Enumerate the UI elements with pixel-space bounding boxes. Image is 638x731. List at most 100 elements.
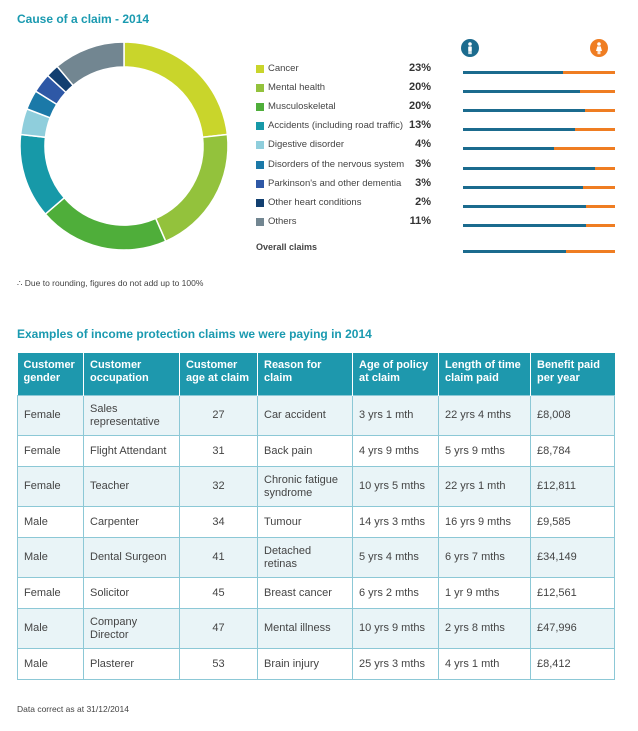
table-cell: Solicitor <box>83 577 180 609</box>
table-cell: Tumour <box>257 506 353 538</box>
female-share-bar-2 <box>584 109 615 113</box>
legend-label: Parkinson's and other dementia <box>268 177 402 189</box>
table-cell: 1 yr 9 mths <box>438 577 531 609</box>
male-share-bar-1 <box>463 90 581 94</box>
table-cell: 6 yrs 7 mths <box>438 537 531 578</box>
male-share-bar-0 <box>463 71 564 74</box>
overall-claims-label: Overall claims <box>256 241 318 252</box>
table-cell: Male <box>17 506 84 538</box>
chart-title: Cause of a claim - 2014 <box>17 12 150 26</box>
table-row: Female Sales representative 27 Car accident… <box>17 395 615 436</box>
gender-split-bar-8 <box>463 223 615 227</box>
female-share-bar-5 <box>595 166 615 170</box>
table-cell: 31 <box>179 435 258 467</box>
rounding-note: ∴ Due to rounding, figures do not add up… <box>17 278 204 288</box>
legend-item: Mental health 20% <box>256 81 616 94</box>
table-cell: 5 yrs 4 mths <box>352 537 439 578</box>
gender-split-bar-7 <box>463 204 615 208</box>
legend-label: Mental health <box>268 82 326 94</box>
table-cell: £8,008 <box>530 395 615 436</box>
legend-swatch <box>256 198 264 207</box>
legend-swatch <box>256 103 264 112</box>
donut-slice-0 <box>123 41 229 139</box>
male-share-bar-7 <box>463 204 587 208</box>
legend-value: 4% <box>415 138 431 151</box>
legend-label: Cancer <box>268 63 299 74</box>
female-share-bar-1 <box>580 90 615 94</box>
legend-value: 3% <box>415 157 431 170</box>
table-cell: Male <box>17 648 84 680</box>
gender-split-bar-1 <box>463 90 615 94</box>
table-header-row: Customer gender Customer occupation Custom… <box>17 353 615 396</box>
column-header: Customer age at claim <box>179 353 258 396</box>
male-share-bar-6 <box>463 185 584 189</box>
table-cell: Female <box>17 395 84 436</box>
legend-overall-row: Overall claims <box>256 242 616 254</box>
table-cell: 41 <box>179 537 258 578</box>
column-header: Age of policy at claim <box>352 353 439 396</box>
table-cell: Detached retinas <box>257 537 353 578</box>
table-cell: £12,811 <box>530 466 615 507</box>
table-cell: Female <box>17 435 84 467</box>
table-body: Female Sales representative 27 Car accident… <box>17 395 615 680</box>
female-person-icon <box>590 39 608 57</box>
legend-item: Disorders of the nervous system 3% <box>256 157 616 171</box>
legend-item: Musculoskeletal 20% <box>256 100 616 113</box>
table-row: Male Carpenter 34 Tumour 14 yrs 3 mths 16 yrs… <box>17 506 615 538</box>
table-cell: 53 <box>179 648 258 680</box>
male-share-bar-5 <box>463 166 596 170</box>
table-cell: 3 yrs 1 mth <box>352 395 439 436</box>
table-cell: £47,996 <box>530 608 615 649</box>
table-cell: £12,561 <box>530 577 615 609</box>
gender-split-bar-5 <box>463 166 615 170</box>
male-share-bar-8 <box>463 223 587 227</box>
table-row: Female Teacher 32 Chronic fatigue syndrome 1… <box>17 466 615 507</box>
table-cell: 10 yrs 5 mths <box>352 466 439 507</box>
table-row: Male Plasterer 53 Brain injury 25 yrs 3 mths… <box>17 648 615 680</box>
male-share-bar-4 <box>463 147 555 151</box>
table-cell: £8,412 <box>530 648 615 680</box>
legend-swatch <box>256 160 264 169</box>
male-share-bar-2 <box>463 109 585 113</box>
data-date-note: Data correct as at 31/12/2014 <box>17 704 129 714</box>
table-cell: Carpenter <box>83 506 180 538</box>
legend-item: Accidents (including road traffic) 13% <box>256 119 616 132</box>
female-share-bar-7 <box>586 204 615 208</box>
claims-table: Customer gender Customer occupation Custom… <box>17 353 615 680</box>
table-cell: 45 <box>179 577 258 609</box>
legend-swatch <box>256 141 264 150</box>
table-cell: 22 yrs 1 mth <box>438 466 531 507</box>
column-header: Reason for claim <box>257 353 353 396</box>
table-cell: Mental illness <box>257 608 353 649</box>
table-cell: Brain injury <box>257 648 353 680</box>
table-cell: Teacher <box>83 466 180 507</box>
legend-swatch <box>256 179 264 188</box>
gender-split-bar-4 <box>463 147 615 151</box>
table-cell: 14 yrs 3 mths <box>352 506 439 538</box>
table-cell: Female <box>17 577 84 609</box>
female-share-bar-4 <box>554 147 615 151</box>
donut-slice-3 <box>19 133 66 216</box>
legend-value: 11% <box>409 214 431 227</box>
female-share-bar-6 <box>583 185 615 189</box>
male-share-bar-3 <box>463 128 576 132</box>
legend-label: Accidents (including road traffic) <box>268 120 403 132</box>
table-cell: Plasterer <box>83 648 180 680</box>
table-cell: 2 yrs 8 mths <box>438 608 531 649</box>
donut-slice-8 <box>56 41 125 87</box>
table-cell: 5 yrs 9 mths <box>438 435 531 467</box>
legend-label: Other heart conditions <box>268 196 362 208</box>
table-cell: Car accident <box>257 395 353 436</box>
table-cell: 6 yrs 2 mths <box>352 577 439 609</box>
table-cell: 22 yrs 4 mths <box>438 395 531 436</box>
table-cell: 34 <box>179 506 258 538</box>
table-cell: Back pain <box>257 435 353 467</box>
table-cell: £34,149 <box>530 537 615 578</box>
table-cell: 10 yrs 9 mths <box>352 608 439 649</box>
table-cell: Male <box>17 537 84 578</box>
table-cell: £8,784 <box>530 435 615 467</box>
female-share-bar-8 <box>586 223 615 227</box>
table-cell: 27 <box>179 395 258 436</box>
table-cell: Flight Attendant <box>83 435 180 467</box>
female-share-bar-0 <box>563 71 615 74</box>
